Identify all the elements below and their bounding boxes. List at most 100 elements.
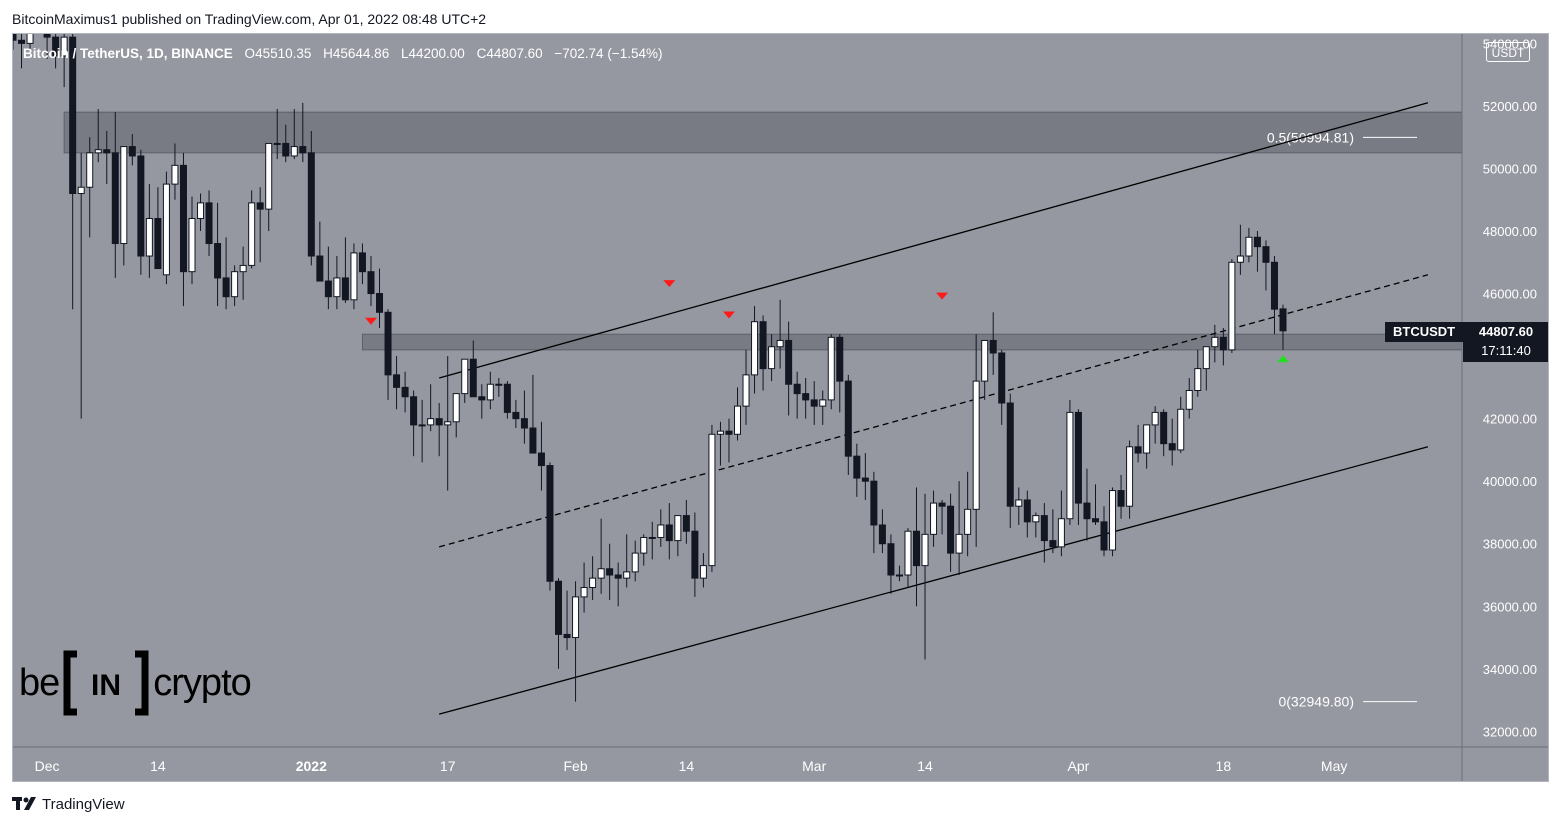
bull-candle (981, 339, 989, 382)
bull-candle (265, 142, 273, 210)
price-tick-label: 32000.00 (1483, 724, 1537, 739)
bear-candle (529, 427, 537, 454)
bear-candle (358, 252, 366, 273)
bull-candle (572, 596, 580, 639)
bull-candle (290, 146, 298, 157)
bear-candle (128, 146, 136, 157)
bear-candle (1134, 446, 1142, 454)
bull-candle (921, 533, 929, 567)
bear-candle (1160, 411, 1168, 445)
bull-candle (1245, 236, 1253, 257)
bear-candle (1168, 443, 1176, 451)
change-value: −702.74 (−1.54%) (554, 46, 663, 61)
bull-candle (716, 430, 724, 435)
bull-candle (1066, 411, 1074, 520)
bear-candle (256, 202, 264, 210)
time-tick-label: 14 (917, 758, 933, 774)
price-tick-label: 48000.00 (1483, 224, 1537, 239)
bear-candle (52, 36, 60, 57)
bear-candle (367, 271, 375, 295)
published-header: BitcoinMaximus1 published on TradingView… (12, 11, 487, 27)
bull-candle (197, 202, 205, 220)
time-tick-label: 14 (679, 758, 695, 774)
bear-candle (282, 142, 290, 157)
bull-candle (452, 393, 460, 423)
bull-candle (77, 186, 85, 194)
bearish-rejection-marker (364, 317, 377, 325)
bear-candle (1049, 540, 1057, 548)
resistance-zone (63, 111, 1463, 154)
resistance-zone (361, 333, 1463, 351)
bull-candle (904, 530, 912, 576)
channel-median-line (439, 274, 1429, 548)
bear-candle (503, 383, 511, 413)
bear-candle (410, 396, 418, 426)
bear-candle (103, 149, 111, 154)
bull-candle (1236, 255, 1244, 263)
bull-candle (248, 202, 256, 266)
bear-candle (324, 280, 332, 298)
bear-candle (512, 411, 520, 420)
price-tick-label: 54000.00 (1483, 36, 1537, 51)
bull-candle (486, 383, 494, 401)
bull-candle (657, 524, 665, 538)
bull-candle (162, 183, 170, 276)
time-tick-label: 14 (150, 758, 166, 774)
bear-candle (802, 393, 810, 401)
bear-candle (537, 452, 545, 467)
footer-brand-text: TradingView (42, 795, 125, 813)
bear-candle (682, 515, 690, 532)
bull-candle (930, 502, 938, 535)
bear-candle (1253, 236, 1261, 248)
bear-candle (1006, 402, 1014, 507)
bull-candle (427, 418, 435, 426)
bull-candle (597, 568, 605, 579)
bull-candle (1151, 411, 1159, 426)
logo-text-crypto: crypto (153, 662, 251, 704)
bear-candle (887, 543, 895, 576)
bear-candle (947, 505, 955, 554)
close-value: 44807.60 (486, 46, 543, 61)
bull-candle (708, 433, 716, 567)
bull-candle (1185, 390, 1193, 410)
bull-candle (239, 264, 247, 273)
bull-candle (145, 218, 153, 257)
bear-candle (1262, 246, 1270, 263)
bear-candle (341, 277, 349, 301)
bear-candle (870, 480, 878, 526)
channel-lower-line (439, 446, 1429, 715)
bear-candle (555, 580, 563, 635)
bull-candle (674, 515, 682, 542)
bear-candle (205, 202, 213, 245)
bar-countdown: 17:11:40 (1481, 343, 1531, 358)
bull-candle (26, 34, 34, 44)
chart-panel[interactable]: 0.5(50994.81) 0(32949.80) 32000.00 34000.00… (12, 33, 1549, 782)
bear-candle (316, 255, 324, 282)
footer-brand[interactable]: TradingView (12, 794, 125, 814)
bull-candle (623, 571, 631, 579)
bull-candle (273, 142, 281, 145)
bear-candle (836, 336, 844, 382)
time-tick-label: 17 (440, 758, 456, 774)
price-tick-label: 36000.00 (1483, 599, 1537, 614)
last-price-value: 44807.60 (1478, 324, 1534, 339)
bull-candle (972, 380, 980, 510)
bull-candle (819, 399, 827, 407)
bear-candle (1100, 521, 1108, 551)
time-tick-label: Feb (563, 758, 587, 774)
bull-candle (742, 374, 750, 407)
bear-candle (376, 293, 384, 313)
bull-candle (768, 346, 776, 370)
bear-candle (393, 374, 401, 388)
currency-unit-badge[interactable]: USDT (1486, 42, 1530, 62)
bear-candle (912, 530, 920, 567)
candlestick-chart[interactable]: 0.5(50994.81) 0(32949.80) 32000.00 34000.00… (13, 34, 1549, 782)
close-label: C (476, 46, 487, 61)
bull-candle (231, 271, 239, 298)
bear-candle (844, 380, 852, 457)
ticker-tag: BTCUSDT (1385, 322, 1464, 342)
bear-candle (520, 418, 528, 429)
logo-bracket-icon: IN (63, 650, 149, 716)
bull-candle (1211, 336, 1219, 348)
bear-candle (665, 524, 673, 542)
